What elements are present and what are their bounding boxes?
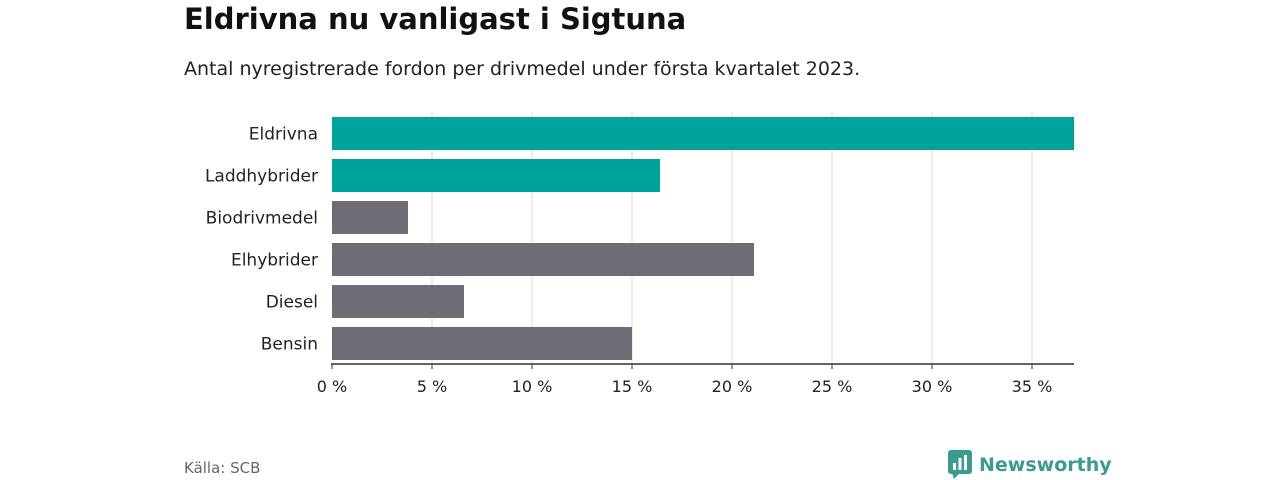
chart-subtitle: Antal nyregistrerade fordon per drivmede… [184,58,861,80]
category-label: Bensin [261,335,318,355]
category-label: Laddhybrider [205,167,318,187]
category-label: Diesel [266,293,318,313]
source-note: Källa: SCB [184,459,261,477]
bar-bensin [332,327,632,360]
category-label: Elhybrider [231,251,318,271]
x-tick-label: 5 % [417,377,447,396]
bar-chart: Eldrivna Laddhybrider Biodrivmedel Elhybrid… [205,112,1074,396]
x-tick-label: 10 % [512,377,553,396]
category-label: Biodrivmedel [206,209,318,229]
bar-elhybrider [332,243,754,276]
x-tick-label: 30 % [912,377,953,396]
category-labels: Eldrivna Laddhybrider Biodrivmedel Elhybrid… [205,125,318,355]
chart-title: Eldrivna nu vanligast i Sigtuna [184,2,687,36]
bar-eldrivna [332,117,1074,150]
bar-diesel [332,285,464,318]
bar-biodrivmedel [332,201,408,234]
grid-lines [431,112,1033,364]
x-tick-label: 0 % [317,377,347,396]
x-axis-ticks: 0 % 5 % 10 % 15 % 20 % 25 % 30 % 35 % [317,363,1074,396]
bar-laddhybrider [332,159,660,192]
category-label: Eldrivna [249,125,318,145]
newsworthy-logo-icon [948,450,972,479]
x-tick-label: 20 % [712,377,753,396]
bars [332,117,1074,360]
x-tick-label: 35 % [1012,377,1053,396]
brand-name: Newsworthy [979,454,1112,476]
x-tick-label: 25 % [812,377,853,396]
brand-logo: Newsworthy [948,450,1112,480]
x-tick-label: 15 % [612,377,653,396]
